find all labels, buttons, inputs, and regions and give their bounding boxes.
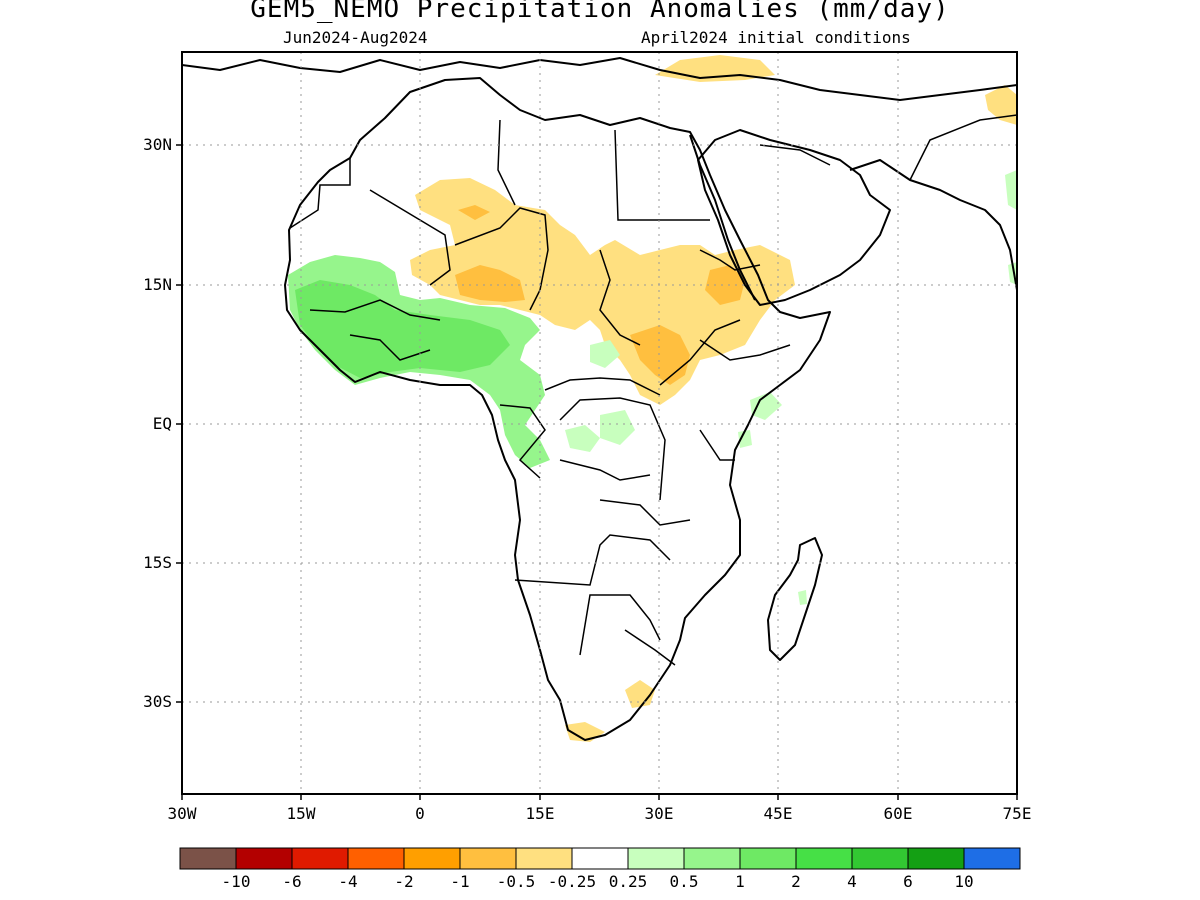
madagascar-coastline — [767, 537, 823, 661]
colorbar — [179, 847, 1021, 870]
colorbar-tick-label: 4 — [847, 872, 857, 891]
colorbar-tick-label: -0.25 — [547, 872, 597, 891]
colorbar-swatch — [851, 847, 909, 870]
anomaly-neg-ethiopia — [705, 265, 745, 305]
colorbar-swatch — [739, 847, 797, 870]
anomaly-pos-india — [1005, 170, 1017, 210]
red-sea-coastline — [689, 134, 756, 301]
colorbar-swatch — [571, 847, 629, 870]
lon-label-30e: 30E — [644, 804, 674, 823]
anomaly-neg-sahara-north — [458, 205, 490, 220]
graticule — [182, 52, 1017, 794]
colorbar-tick-label: 1 — [735, 872, 745, 891]
lon-label-30w: 30W — [167, 804, 197, 823]
anomaly-pos-somalia — [750, 392, 782, 420]
anomaly-pos-congo-east — [600, 410, 635, 445]
initial-conditions: April2024 initial conditions — [641, 28, 911, 47]
colorbar-tick-label: -10 — [221, 872, 251, 891]
anomaly-pos-sudan-south — [590, 340, 620, 368]
colorbar-swatch — [515, 847, 573, 870]
lon-label-75e: 75E — [1002, 804, 1032, 823]
persian-gulf-coastline — [849, 159, 1017, 291]
colorbar-tick-label: -0.5 — [496, 872, 536, 891]
colorbar-tick-label: 6 — [903, 872, 913, 891]
anomaly-pos-madagascar — [798, 590, 807, 605]
map-title: GEM5_NEMO Precipitation Anomalies (mm/da… — [250, 0, 950, 24]
colorbar-tick-label: -2 — [394, 872, 414, 891]
colorbar-tick-label: -4 — [338, 872, 358, 891]
colorbar-tick-label: 0.5 — [669, 872, 699, 891]
lat-label-eq: EQ — [152, 414, 172, 433]
colorbar-tick-label: 0.25 — [608, 872, 648, 891]
eurasia-coastline — [182, 57, 1017, 101]
map-frame — [181, 51, 1018, 795]
lon-label-15e: 15E — [525, 804, 555, 823]
lat-label-15s: 15S — [143, 553, 172, 572]
colorbar-swatch — [907, 847, 965, 870]
colorbar-swatch — [627, 847, 685, 870]
anomaly-neg-persia — [985, 85, 1017, 125]
lon-label-15w: 15W — [286, 804, 316, 823]
anomaly-pos-congo — [565, 425, 600, 452]
colorbar-swatch — [235, 847, 293, 870]
colorbar-swatch — [347, 847, 405, 870]
colorbar-swatch — [291, 847, 349, 870]
lon-label-0: 0 — [415, 804, 425, 823]
country-borders — [289, 114, 1017, 666]
colorbar-tick-label: 10 — [954, 872, 974, 891]
anomaly-layer — [288, 55, 1017, 742]
africa-coastline — [284, 77, 831, 741]
colorbar-tick-label: -1 — [450, 872, 470, 891]
colorbar-swatch — [683, 847, 741, 870]
anomaly-neg-sudan — [630, 325, 690, 385]
colorbar-swatch — [403, 847, 461, 870]
lat-label-30n: 30N — [143, 135, 172, 154]
lon-label-45e: 45E — [763, 804, 793, 823]
forecast-period: Jun2024-Aug2024 — [283, 28, 428, 47]
anomaly-neg-sahara-west — [410, 178, 795, 405]
tick-marks — [176, 144, 1018, 800]
anomaly-neg-sahel-mid — [455, 265, 525, 302]
lon-label-60e: 60E — [883, 804, 913, 823]
anomaly-pos-kenya-coast — [738, 430, 752, 448]
lat-label-30s: 30S — [143, 692, 172, 711]
colorbar-swatch — [459, 847, 517, 870]
anomaly-pos-westafrica-inner — [295, 280, 510, 378]
colorbar-swatch — [179, 847, 237, 870]
colorbar-tick-label: 2 — [791, 872, 801, 891]
anomaly-neg-lesotho — [625, 680, 655, 708]
colorbar-swatch — [963, 847, 1021, 870]
lat-label-15n: 15N — [143, 275, 172, 294]
colorbar-swatch — [795, 847, 853, 870]
colorbar-tick-label: -6 — [282, 872, 302, 891]
arabia-coastline — [697, 129, 891, 306]
coastlines — [182, 57, 1017, 741]
